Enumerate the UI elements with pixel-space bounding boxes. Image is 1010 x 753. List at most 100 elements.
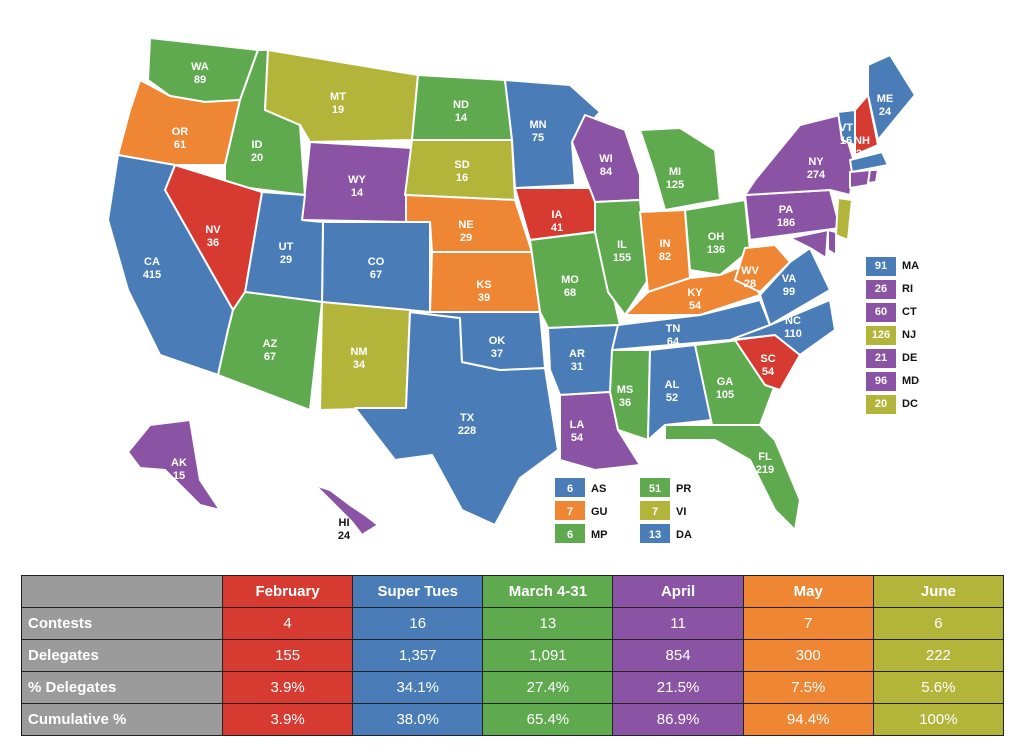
territory-code-MP: MP <box>591 529 608 541</box>
state-code-NV: NV <box>205 224 221 236</box>
state-delegates-NV: 36 <box>207 237 219 249</box>
state-code-AR: AR <box>569 348 585 360</box>
state-delegates-AK: 15 <box>173 470 185 482</box>
table-cell: 3.9% <box>221 671 354 704</box>
state-NJ[interactable] <box>835 197 853 241</box>
state-delegates-OH: 136 <box>707 244 725 256</box>
state-HI[interactable] <box>314 484 379 536</box>
state-delegates-IA: 41 <box>551 222 563 234</box>
state-code-MN: MN <box>529 119 546 131</box>
state-AK[interactable] <box>127 419 221 511</box>
state-code-KY: KY <box>687 287 703 299</box>
territory-code-PR: PR <box>676 483 691 495</box>
state-delegates-WV: 28 <box>744 278 756 290</box>
state-delegates-MO: 68 <box>564 287 576 299</box>
side-legend-code-NJ: NJ <box>902 329 917 341</box>
state-code-LA: LA <box>570 419 585 431</box>
state-code-PA: PA <box>779 204 794 216</box>
state-code-NC: NC <box>785 315 801 327</box>
state-code-VA: VA <box>782 273 797 285</box>
state-delegates-NH: 24 <box>856 148 869 160</box>
table-cell: 65.4% <box>482 703 614 736</box>
territory-value-VI: 7 <box>652 506 658 518</box>
territory-swatch-MP <box>555 524 585 543</box>
state-AR[interactable] <box>547 324 619 396</box>
table-cell: 21.5% <box>612 671 744 704</box>
state-delegates-KY: 54 <box>689 300 702 312</box>
state-delegates-OK: 37 <box>491 348 503 360</box>
state-MD[interactable] <box>789 229 829 259</box>
state-VA[interactable] <box>759 247 831 326</box>
table-header-march-4-31: March 4-31 <box>482 575 614 608</box>
state-code-NH: NH <box>854 135 870 147</box>
state-AL[interactable] <box>647 344 713 441</box>
territory-code-VI: VI <box>676 506 686 518</box>
state-delegates-CA: 415 <box>143 269 161 281</box>
state-code-WY: WY <box>348 174 366 186</box>
state-RI[interactable] <box>867 169 879 184</box>
state-code-GA: GA <box>717 376 734 388</box>
territory-code-GU: GU <box>591 506 608 518</box>
state-WV[interactable] <box>734 244 791 293</box>
state-delegates-AR: 31 <box>571 361 583 373</box>
state-CT[interactable] <box>849 169 871 189</box>
state-delegates-UT: 29 <box>280 254 292 266</box>
territory-code-AS: AS <box>591 483 606 495</box>
row-label: Delegates <box>21 639 223 672</box>
table-cell: 16 <box>352 607 484 640</box>
side-legend-code-RI: RI <box>902 283 913 295</box>
state-code-AL: AL <box>665 379 680 391</box>
table-row: Contests 4 16 13 11 7 6 <box>21 607 1005 640</box>
state-DE[interactable] <box>827 229 837 256</box>
table-header-april: April <box>612 575 744 608</box>
state-delegates-AZ: 67 <box>264 351 276 363</box>
table-cell: 34.1% <box>352 671 484 704</box>
state-delegates-VA: 99 <box>783 286 795 298</box>
territory-legend: 6 AS 7 GU 6 MP 51 PR 7 VI 13 DA <box>555 478 692 543</box>
table-cell: 94.4% <box>742 703 874 736</box>
state-delegates-WA: 89 <box>194 74 206 86</box>
state-code-TN: TN <box>666 323 681 335</box>
state-code-HI: HI <box>339 517 350 529</box>
state-delegates-MT: 19 <box>332 104 344 116</box>
territory-code-DA: DA <box>676 529 692 541</box>
state-OH[interactable] <box>684 199 751 276</box>
state-delegates-AL: 52 <box>666 392 678 404</box>
state-delegates-WY: 14 <box>351 187 364 199</box>
state-code-KS: KS <box>476 279 491 291</box>
territory-value-PR: 51 <box>649 483 661 495</box>
territory-value-AS: 6 <box>567 483 573 495</box>
state-MS[interactable] <box>609 349 651 441</box>
table-header-may: May <box>742 575 874 608</box>
state-code-WI: WI <box>599 153 612 165</box>
state-delegates-SD: 16 <box>456 172 468 184</box>
state-MA[interactable] <box>849 151 889 173</box>
row-label: Contests <box>21 607 223 640</box>
state-MN[interactable] <box>504 79 601 189</box>
state-delegates-ID: 20 <box>251 152 263 164</box>
state-delegates-NM: 34 <box>353 359 366 371</box>
side-legend-swatch-MD: 96 <box>866 372 896 391</box>
state-code-ND: ND <box>453 99 469 111</box>
table-cell: 6 <box>872 607 1005 640</box>
state-ME[interactable] <box>867 54 916 141</box>
state-FL[interactable] <box>664 424 801 531</box>
state-delegates-MS: 36 <box>619 397 631 409</box>
territory-swatch-GU <box>555 501 585 520</box>
table-cell: 38.0% <box>352 703 484 736</box>
table-header-june: June <box>872 575 1005 608</box>
side-legend-swatch-DE: 21 <box>866 349 896 368</box>
table-row: Cumulative % 3.9% 38.0% 65.4% 86.9% 94.4% 100% <box>21 703 1005 736</box>
state-delegates-NY: 274 <box>807 169 826 181</box>
state-code-NM: NM <box>350 346 367 358</box>
state-code-FL: FL <box>758 451 772 463</box>
side-legend-swatch-MA: 91 <box>866 257 896 276</box>
state-MI[interactable] <box>639 127 721 211</box>
table-cell: 5.6% <box>872 671 1005 704</box>
state-code-CA: CA <box>144 256 160 268</box>
state-delegates-CO: 67 <box>370 269 382 281</box>
state-NH[interactable] <box>854 94 879 156</box>
table-cell: 4 <box>221 607 354 640</box>
state-code-MS: MS <box>617 384 634 396</box>
state-code-SD: SD <box>454 159 469 171</box>
